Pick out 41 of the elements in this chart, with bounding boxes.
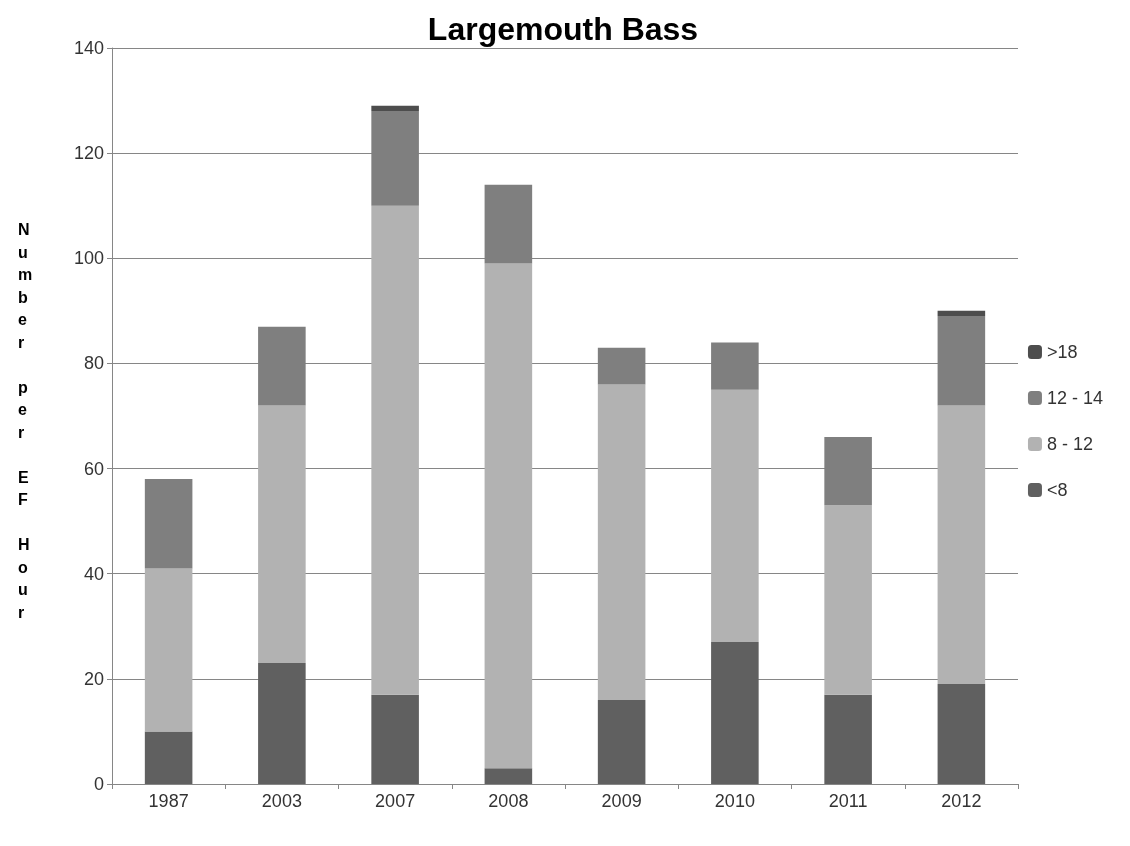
bar: [144, 568, 193, 732]
x-tick-label: 2010: [714, 791, 755, 811]
bar: [937, 310, 986, 317]
y-tick-label: 0: [93, 774, 104, 794]
x-tick-label: 2012: [941, 791, 982, 811]
bar: [371, 105, 419, 112]
bar: [711, 389, 759, 643]
x-tick-label: 2009: [601, 791, 642, 811]
y-tick-label: 20: [83, 668, 104, 689]
bar: [824, 505, 872, 695]
legend-label: 8 - 12: [1046, 434, 1093, 454]
x-tick-label: 1987: [148, 791, 189, 811]
y-tick-label: 140: [73, 38, 104, 58]
bar: [371, 694, 419, 784]
bar: [484, 768, 533, 784]
bar: [484, 263, 533, 769]
text: Number per EF Hour: [18, 221, 33, 621]
bar: [371, 205, 419, 695]
y-tick-label: 40: [83, 563, 104, 584]
y-tick-label: 80: [83, 353, 104, 374]
bar: [711, 642, 759, 784]
bar: [597, 699, 646, 784]
bar: [937, 684, 986, 784]
x-tick-label: 2003: [261, 791, 302, 811]
x-tick-label: 2008: [488, 791, 529, 811]
legend-label: <8: [1046, 480, 1068, 500]
x-tick-label: 2007: [375, 791, 416, 811]
legend-label: >18: [1046, 342, 1078, 362]
y-tick-label: 60: [83, 458, 104, 479]
y-tick-label: 120: [73, 143, 104, 164]
bar: [144, 479, 193, 569]
bar: [258, 405, 306, 664]
bar: [258, 663, 306, 784]
bar: [937, 405, 986, 685]
y-tick-label: 100: [73, 248, 104, 269]
bar: [824, 694, 872, 784]
bar: [144, 731, 193, 784]
x-tick-label: 2011: [828, 791, 868, 811]
legend-label: 12 - 14: [1046, 388, 1104, 408]
bar: [597, 384, 646, 700]
chart-title: Largemouth Bass: [427, 11, 699, 47]
